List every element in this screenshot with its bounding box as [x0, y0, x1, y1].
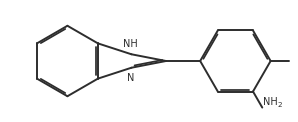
Text: 2: 2 — [277, 102, 282, 108]
Text: N: N — [127, 73, 134, 83]
Text: NH: NH — [263, 97, 278, 107]
Text: NH: NH — [123, 39, 138, 49]
